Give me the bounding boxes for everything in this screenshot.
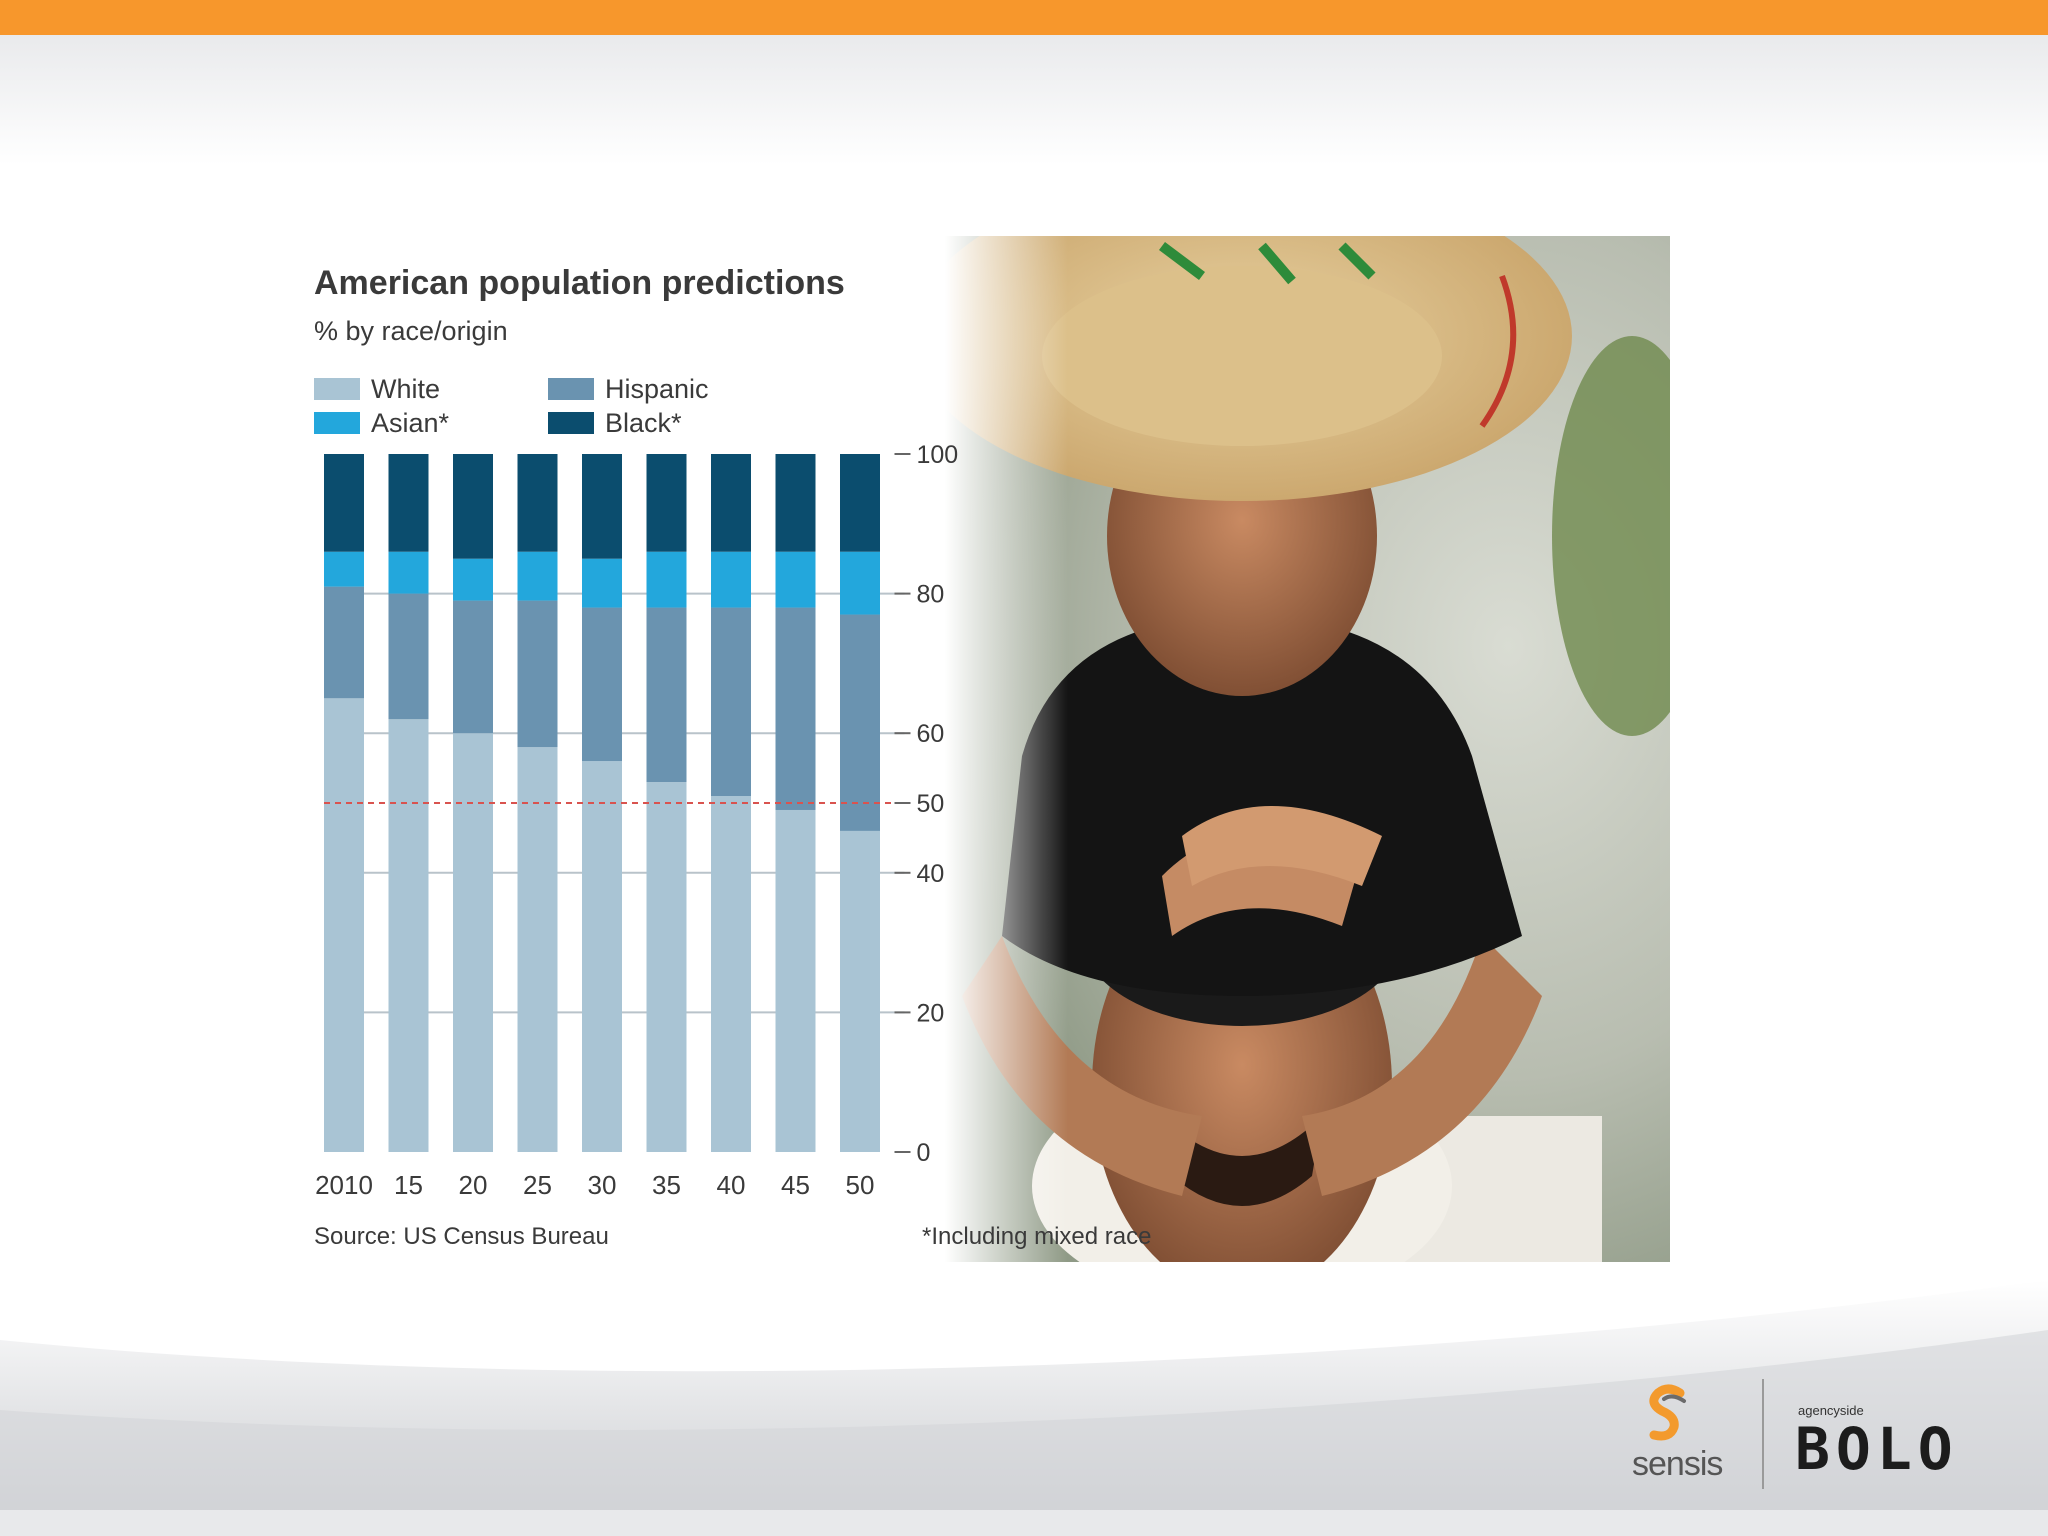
bar-segment-hispanic bbox=[775, 607, 816, 810]
bar-segment-asian bbox=[840, 551, 880, 615]
bar-segment-asian bbox=[646, 551, 687, 608]
sensis-logo-icon bbox=[1649, 1384, 1686, 1441]
bar-segment-white bbox=[582, 761, 622, 1152]
y-axis: 0 20 40 50 60 80 100 bbox=[894, 441, 959, 1167]
bar-segment-white bbox=[840, 830, 880, 1152]
chart-subtitle: % by race/origin bbox=[314, 316, 508, 346]
bar-segment-black bbox=[711, 454, 751, 552]
bar-segment-hispanic bbox=[453, 600, 493, 734]
bar-segment-asian bbox=[711, 551, 751, 608]
top-accent-bar bbox=[0, 0, 2048, 35]
bolo-wordmark: BOLO bbox=[1795, 1415, 1959, 1483]
bar-segment-asian bbox=[517, 551, 558, 601]
y-tick-label: 20 bbox=[917, 999, 945, 1027]
bar-segment-asian bbox=[582, 558, 622, 608]
legend-swatch-hispanic bbox=[548, 378, 594, 400]
legend-label-black: Black* bbox=[605, 408, 682, 438]
chart-footnote: *Including mixed race bbox=[922, 1223, 1151, 1250]
chart-title: American population predictions bbox=[314, 264, 845, 302]
bar-segment-black bbox=[517, 454, 558, 552]
bar-segment-asian bbox=[453, 558, 493, 601]
x-tick-label: 40 bbox=[717, 1170, 746, 1200]
bar-segment-black bbox=[453, 454, 493, 559]
x-tick-label: 2010 bbox=[315, 1170, 373, 1200]
x-tick-label: 45 bbox=[781, 1170, 810, 1200]
bar-segment-asian bbox=[775, 551, 816, 608]
bar-segment-black bbox=[388, 454, 429, 552]
x-tick-label: 15 bbox=[394, 1170, 423, 1200]
x-tick-label: 50 bbox=[846, 1170, 875, 1200]
bar-segment-asian bbox=[388, 551, 429, 594]
bar-segment-white bbox=[775, 809, 816, 1152]
brand-logos: sensis agencyside BOLO bbox=[1632, 1375, 2000, 1495]
x-axis: 2010 15 20 25 30 35 40 45 50 bbox=[315, 1170, 874, 1200]
y-tick-label: 80 bbox=[917, 581, 945, 609]
sensis-wordmark: sensis bbox=[1632, 1445, 1723, 1483]
bar-segment-hispanic bbox=[517, 600, 558, 748]
legend-swatch-asian bbox=[314, 412, 360, 434]
bar-segment-black bbox=[775, 454, 816, 552]
x-tick-label: 20 bbox=[459, 1170, 488, 1200]
legend-label-asian: Asian* bbox=[371, 408, 450, 438]
y-tick-label: 100 bbox=[917, 441, 959, 469]
bar-segment-hispanic bbox=[840, 614, 880, 831]
bottom-swoosh-decoration bbox=[0, 1280, 2048, 1536]
x-tick-label: 25 bbox=[523, 1170, 552, 1200]
bar-segment-white bbox=[517, 747, 558, 1152]
y-tick-label: 0 bbox=[917, 1139, 931, 1167]
bar-segment-black bbox=[840, 454, 880, 552]
chart-bars bbox=[324, 454, 880, 1152]
bar-segment-white bbox=[388, 719, 429, 1152]
chart-legend: White Hispanic Asian* Black* bbox=[314, 374, 709, 438]
bar-segment-hispanic bbox=[582, 607, 622, 762]
top-gradient bbox=[0, 35, 2048, 165]
y-tick-label: 50 bbox=[917, 790, 945, 818]
logo-divider bbox=[1762, 1379, 1764, 1489]
bolo-tagline: agencyside bbox=[1798, 1403, 1864, 1418]
legend-label-white: White bbox=[371, 374, 440, 404]
chart-source: Source: US Census Bureau bbox=[314, 1223, 609, 1250]
legend-label-hispanic: Hispanic bbox=[605, 374, 709, 404]
bar-segment-white bbox=[453, 733, 493, 1152]
x-tick-label: 35 bbox=[652, 1170, 681, 1200]
bar-segment-black bbox=[582, 454, 622, 559]
legend-swatch-white bbox=[314, 378, 360, 400]
bar-segment-black bbox=[324, 454, 364, 552]
bar-segment-asian bbox=[324, 551, 364, 587]
bar-segment-white bbox=[711, 796, 751, 1152]
legend-swatch-black bbox=[548, 412, 594, 434]
bar-segment-hispanic bbox=[711, 607, 751, 797]
bar-segment-white bbox=[646, 782, 687, 1152]
bar-segment-hispanic bbox=[388, 593, 429, 720]
bar-segment-white bbox=[324, 698, 364, 1152]
x-tick-label: 30 bbox=[588, 1170, 617, 1200]
bar-segment-black bbox=[646, 454, 687, 552]
chart-figure: American population predictions % by rac… bbox=[302, 236, 1670, 1262]
bar-segment-hispanic bbox=[646, 607, 687, 783]
y-tick-label: 60 bbox=[917, 720, 945, 748]
bar-chart: American population predictions % by rac… bbox=[314, 264, 1151, 1250]
y-tick-label: 40 bbox=[917, 860, 945, 888]
bar-segment-hispanic bbox=[324, 586, 364, 699]
